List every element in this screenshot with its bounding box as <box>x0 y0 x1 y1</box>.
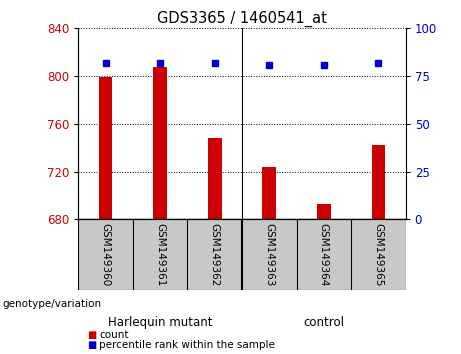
Text: GSM149361: GSM149361 <box>155 223 165 286</box>
Text: GSM149365: GSM149365 <box>373 223 384 286</box>
Text: Harlequin mutant: Harlequin mutant <box>108 316 213 329</box>
Text: count: count <box>99 330 129 339</box>
Text: ■: ■ <box>88 340 97 350</box>
Title: GDS3365 / 1460541_at: GDS3365 / 1460541_at <box>157 11 327 27</box>
Text: ■: ■ <box>88 330 97 339</box>
Bar <box>208 138 222 219</box>
Bar <box>99 77 112 219</box>
Bar <box>317 204 331 219</box>
Text: percentile rank within the sample: percentile rank within the sample <box>99 340 275 350</box>
Text: GSM149360: GSM149360 <box>100 223 111 286</box>
Text: genotype/variation: genotype/variation <box>2 299 101 309</box>
Bar <box>154 67 167 219</box>
Text: control: control <box>303 316 344 329</box>
Text: GSM149363: GSM149363 <box>264 223 274 286</box>
Text: GSM149364: GSM149364 <box>319 223 329 286</box>
Bar <box>372 145 385 219</box>
Bar <box>262 167 276 219</box>
Text: GSM149362: GSM149362 <box>210 223 220 286</box>
